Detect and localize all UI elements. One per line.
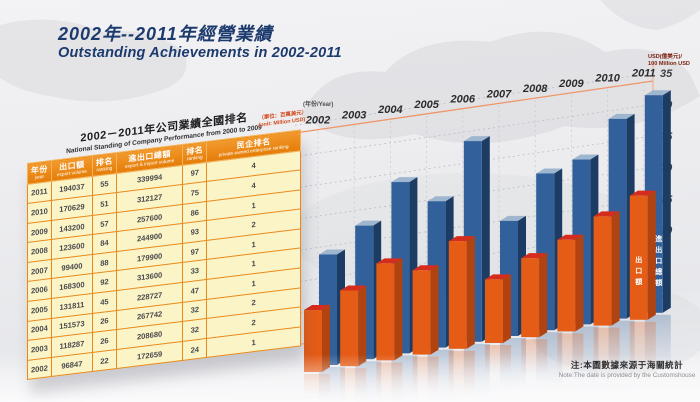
ranking-table-panel: 2002－2011年公司業績全國排名 National Standing of … (27, 102, 307, 381)
chart-note: 注:本圖數據來源于海關統計 Note:The date is provided … (552, 359, 700, 379)
chart-note-zh: 注:本圖數據來源于海關統計 (570, 360, 684, 370)
export-bar (340, 290, 359, 367)
year-axis-caption: (年份/Year) (303, 100, 333, 108)
year-label: 2008 (522, 83, 548, 95)
export-bar-side (539, 253, 548, 338)
year-label: 2007 (486, 88, 512, 100)
map-blob (600, 0, 700, 30)
total-bar-top (427, 196, 454, 202)
page-title-zh: 2002年--2011年經營業績 (58, 24, 273, 44)
export-bar-reflection (340, 368, 367, 402)
year-label: 2010 (594, 73, 620, 85)
page-title-en: Outstanding Achievements in 2002-2011 (58, 44, 342, 61)
total-bar-series-label: 進出口總額 (654, 234, 662, 287)
export-bar (629, 195, 648, 320)
export-bar-top (376, 258, 403, 264)
performance-table: 年份 year 出口額 export volume 排名 ranking 進出口總額 expo… (27, 129, 301, 381)
map-blob (300, 31, 700, 144)
export-bar (376, 263, 395, 361)
year-label: 2005 (413, 99, 439, 111)
total-bar-top (500, 215, 526, 221)
export-bar-reflection (521, 339, 548, 375)
export-bar-side (466, 236, 475, 349)
export-bar-top (304, 305, 330, 311)
map-blob (0, 19, 187, 102)
export-bar-side (611, 211, 620, 326)
year-label: 2006 (450, 94, 476, 106)
total-bar-top (572, 154, 599, 160)
total-bar-top (355, 220, 382, 226)
export-bar-side (575, 234, 584, 332)
export-bar-reflection (412, 356, 439, 395)
export-bar-reflection (448, 350, 475, 400)
total-bar-side (662, 90, 671, 313)
export-bar-side (647, 190, 656, 320)
year-label: 2011 (631, 67, 656, 79)
year-label: 2009 (558, 78, 584, 90)
table-cell: 24 (182, 338, 207, 361)
export-bar (485, 279, 503, 343)
export-bar-series-label: 出口額 (634, 255, 642, 286)
year-label: 2004 (377, 104, 402, 116)
export-bar (448, 241, 467, 349)
export-bar (521, 258, 540, 338)
total-bar-top (463, 136, 490, 142)
export-bar-top (412, 265, 439, 271)
total-bar-top (319, 249, 345, 255)
table-cell: 2002 (27, 357, 52, 380)
export-bar-top (557, 234, 584, 240)
year-label: 2002 (305, 115, 330, 127)
y-axis-unit-label-line1: USD(億美元)/ (648, 52, 682, 60)
total-bar-top (608, 113, 635, 119)
performance-table-body: 2011 194037 55 339994 97 4 2010 170629 51 312127 7… (27, 150, 301, 380)
export-bar-top (629, 190, 656, 196)
table-cell: 22 (92, 349, 117, 372)
export-bar-top (593, 211, 620, 217)
export-bar-top (485, 274, 511, 280)
export-bar-reflection (376, 362, 403, 402)
y-axis-tick-label: 35 (660, 68, 673, 80)
export-bar-side (322, 305, 330, 372)
export-bar-reflection (304, 374, 330, 402)
export-bar-top (521, 253, 548, 259)
export-bar (593, 216, 612, 326)
year-axis-line (294, 80, 654, 134)
export-bar-side (358, 285, 367, 367)
chart-note-en: Note:The date is provided by the Customs… (558, 372, 696, 379)
export-bar-side (430, 265, 439, 355)
page-title: 2002年--2011年經營業績 Outstanding Achievement… (58, 24, 342, 61)
h-gridline (294, 72, 654, 126)
export-bar-side (503, 274, 511, 343)
export-bar (412, 270, 431, 355)
year-label: 2003 (341, 109, 366, 121)
total-bar-top (391, 177, 418, 183)
export-bar-top (448, 236, 475, 242)
total-bar-top (536, 168, 563, 174)
y-axis-unit-label-line2: 100 Million USD (648, 61, 690, 67)
export-bar-top (340, 285, 367, 291)
total-bar-top (644, 90, 671, 96)
h-gridline (294, 104, 654, 157)
export-bar (304, 310, 322, 372)
export-bar-reflection (485, 345, 511, 374)
export-bar-side (394, 258, 403, 361)
export-bar (557, 239, 576, 332)
x-axis-year-labels: 2002 2003 2004 2005 2006 2007 2008 2009 2010 2011 (305, 67, 656, 126)
